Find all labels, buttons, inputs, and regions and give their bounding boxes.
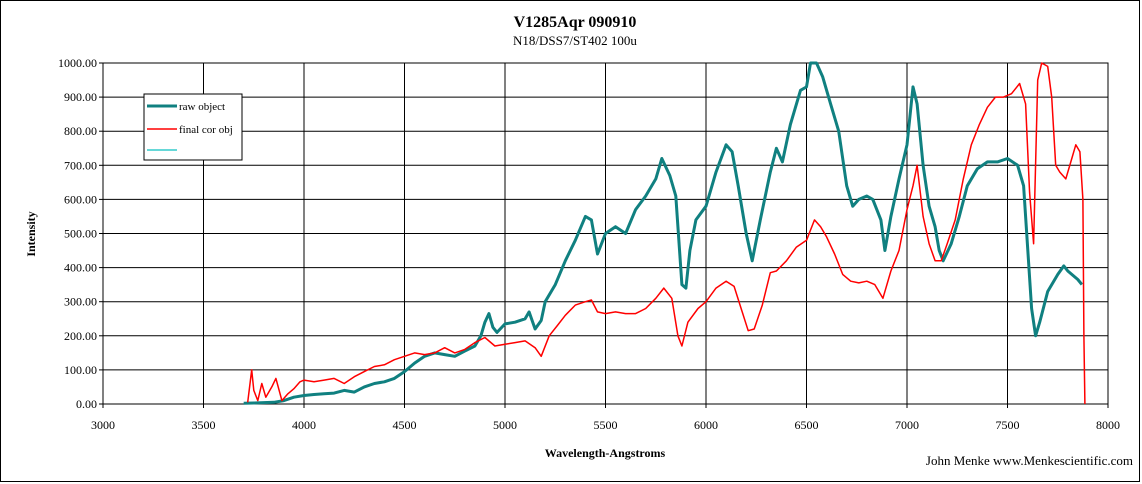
credit-text: John Menke www.Menkescientific.com xyxy=(926,453,1133,468)
x-tick-label: 3000 xyxy=(91,418,115,432)
series-line-raw-object xyxy=(243,61,1084,405)
legend-label-raw-object: raw object xyxy=(179,101,225,113)
x-tick-label: 6000 xyxy=(694,418,718,432)
y-tick-label: 200.00 xyxy=(64,329,97,343)
y-tick-label: 0.00 xyxy=(76,397,97,411)
y-tick-label: 1000.00 xyxy=(58,56,97,70)
x-tick-label: 6500 xyxy=(795,418,819,432)
y-tick-label: 700.00 xyxy=(64,158,97,172)
x-tick-label: 5500 xyxy=(594,418,618,432)
x-tick-label: 3500 xyxy=(192,418,216,432)
y-tick-label: 800.00 xyxy=(64,124,97,138)
x-axis-label: Wavelength-Angstroms xyxy=(545,446,666,460)
x-tick-label: 7500 xyxy=(996,418,1020,432)
chart-subtitle: N18/DSS7/ST402 100u xyxy=(513,33,637,48)
series-line-final-cor-obj xyxy=(246,62,1086,405)
y-tick-label: 400.00 xyxy=(64,261,97,275)
x-axis-ticks: 3000 3500 4000 4500 5000 5500 6000 6500 7000 7500… xyxy=(91,404,1120,432)
series-layer xyxy=(243,61,1086,405)
x-tick-label: 4500 xyxy=(393,418,417,432)
x-tick-label: 7000 xyxy=(895,418,919,432)
chart-title: V1285Aqr 090910 xyxy=(514,14,637,31)
y-tick-label: 100.00 xyxy=(64,363,97,377)
y-axis-label: Intensity xyxy=(24,211,38,256)
y-tick-label: 300.00 xyxy=(64,295,97,309)
y-axis-ticks: 0.00 100.00 200.00 300.00 400.00 500.00 600.00… xyxy=(58,56,103,411)
y-tick-label: 600.00 xyxy=(64,192,97,206)
x-tick-label: 4000 xyxy=(292,418,316,432)
y-tick-label: 500.00 xyxy=(64,227,97,241)
x-tick-label: 5000 xyxy=(493,418,517,432)
legend-label-final-cor-obj: final cor obj xyxy=(179,124,233,136)
x-tick-label: 8000 xyxy=(1096,418,1120,432)
legend: raw object final cor obj xyxy=(143,93,243,161)
y-tick-label: 900.00 xyxy=(64,90,97,104)
